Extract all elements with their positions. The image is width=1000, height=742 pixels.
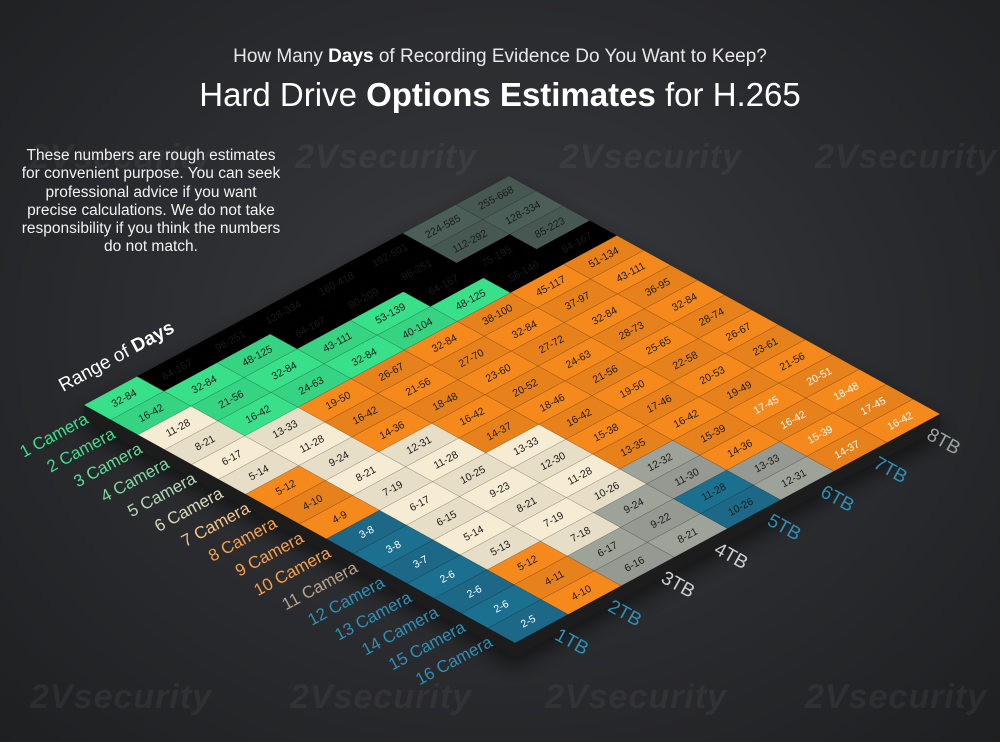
watermark: 2Vsecurity xyxy=(805,678,987,716)
watermark: 2Vsecurity xyxy=(545,678,727,716)
heatmap-cell xyxy=(859,398,941,443)
watermark: 2Vsecurity xyxy=(30,678,212,716)
page-subtitle: How Many Days of Recording Evidence Do Y… xyxy=(233,46,767,67)
watermark: 2Vsecurity xyxy=(815,138,997,176)
watermark: 2Vsecurity xyxy=(290,678,472,716)
watermark: 2Vsecurity xyxy=(30,138,212,176)
watermark: 2Vsecurity xyxy=(560,138,742,176)
watermark: 2Vsecurity xyxy=(295,138,477,176)
disclaimer-note: These numbers are rough estimates for co… xyxy=(21,147,281,256)
page-title: Hard Drive Options Estimates for H.265 xyxy=(199,76,801,113)
